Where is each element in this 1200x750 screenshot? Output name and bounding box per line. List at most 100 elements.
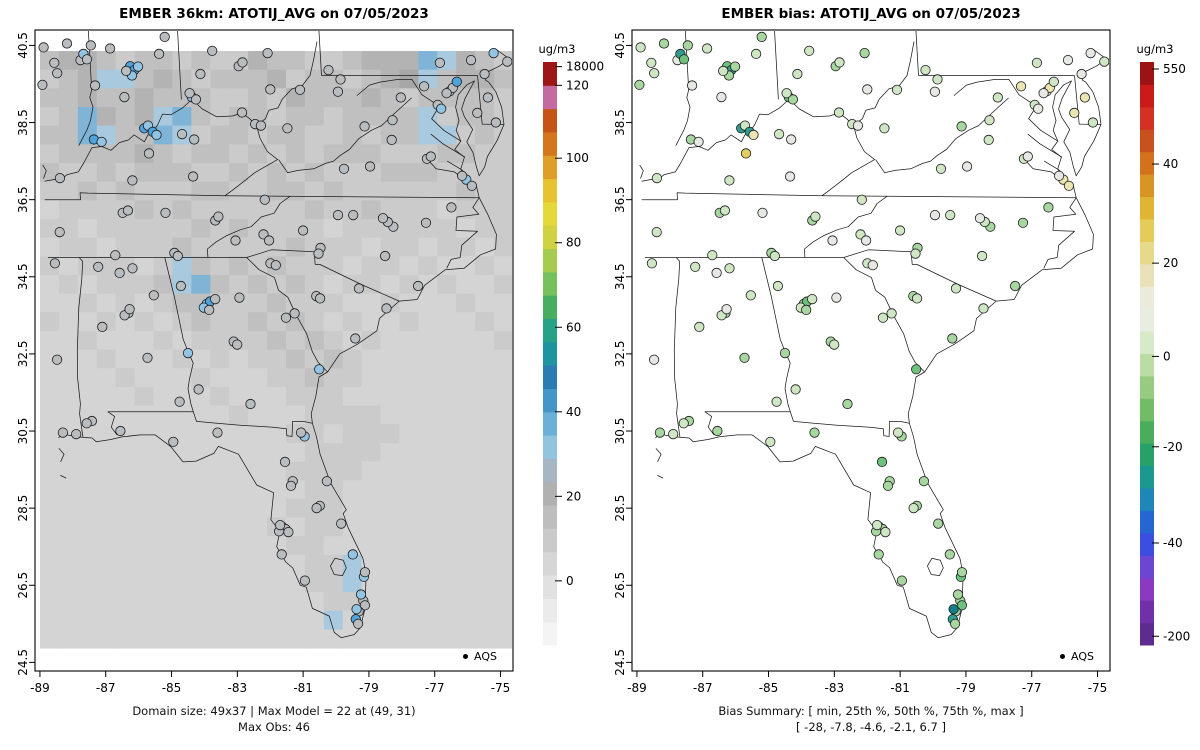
aqs-site-marker	[750, 48, 762, 60]
aqs-site-marker	[781, 88, 792, 99]
aqs-site-marker	[852, 120, 864, 131]
aqs-site-marker	[827, 235, 838, 246]
aqs-site-marker	[786, 134, 797, 145]
colorbar-tick-label: 100	[566, 151, 589, 165]
aqs-site-marker	[350, 333, 361, 344]
svg-text:26.5: 26.5	[16, 572, 30, 599]
aqs-site-marker	[114, 267, 125, 278]
svg-text:-83: -83	[825, 681, 845, 695]
aqs-site-marker	[772, 280, 784, 292]
aqs-site-marker	[876, 456, 888, 467]
aqs-site-marker	[127, 175, 138, 186]
aqs-site-marker	[274, 519, 286, 531]
aqs-site-marker	[142, 352, 153, 363]
aqs-site-marker	[174, 396, 185, 407]
aqs-site-marker	[765, 436, 776, 447]
aqs-site-marker	[336, 518, 347, 529]
aqs-site-marker	[314, 293, 326, 304]
aqs-site-marker	[658, 38, 670, 49]
aqs-site-marker	[908, 502, 919, 514]
colorbar-tick-label: 120	[566, 78, 589, 92]
svg-text:-89: -89	[30, 681, 50, 695]
aqs-site-marker	[933, 518, 944, 529]
aqs-site-marker	[719, 205, 731, 216]
aqs-site-marker	[646, 258, 658, 269]
aqs-site-marker	[295, 427, 307, 438]
svg-text:32.5: 32.5	[613, 341, 627, 368]
aqs-site-marker	[377, 213, 389, 224]
aqs-site-marker	[279, 456, 291, 467]
aqs-site-marker	[321, 476, 332, 487]
aqs-site-marker	[270, 260, 281, 271]
aqs-site-marker	[434, 57, 445, 68]
svg-text:38.5: 38.5	[613, 109, 627, 136]
aqs-site-marker	[323, 65, 334, 76]
aqs-site-marker	[351, 604, 362, 615]
legend-label: AQS	[1071, 650, 1094, 663]
aqs-site-marker	[646, 57, 657, 68]
aqs-site-marker	[873, 549, 884, 560]
aqs-site-marker	[359, 567, 371, 578]
aqs-site-marker	[294, 84, 306, 95]
aqs-site-marker	[355, 589, 367, 600]
aqs-site-marker	[740, 148, 752, 159]
aqs-site-marker	[190, 94, 201, 105]
aqs-site-marker	[648, 354, 660, 365]
aqs-site-marker	[948, 604, 959, 615]
aqs-site-marker	[757, 207, 768, 218]
aqs-site-marker	[285, 480, 297, 491]
aqs-site-marker	[690, 261, 701, 272]
aqs-site-marker	[189, 134, 200, 145]
svg-text:-81: -81	[890, 681, 910, 695]
aqs-site-marker	[892, 427, 904, 438]
svg-text:34.5: 34.5	[16, 263, 30, 290]
aqs-site-marker	[81, 418, 92, 429]
aqs-site-marker	[259, 194, 270, 205]
aqs-site-marker	[686, 80, 698, 91]
aqs-site-marker	[412, 280, 424, 292]
aqs-site-marker	[771, 396, 782, 407]
colorbar-tick-label: 0	[566, 574, 574, 588]
aqs-site-marker	[184, 88, 195, 99]
aqs-site-marker	[1062, 54, 1074, 66]
aqs-site-marker	[748, 129, 759, 140]
aqs-site-marker	[151, 129, 162, 140]
aqs-site-marker	[311, 502, 322, 514]
aqs-site-marker	[283, 526, 294, 538]
aqs-site-marker	[105, 43, 116, 54]
aqs-site-marker	[1009, 280, 1021, 292]
aqs-site-marker	[833, 107, 845, 118]
aqs-site-marker	[1048, 76, 1059, 87]
aqs-site-marker	[386, 134, 397, 145]
svg-text:28.5: 28.5	[16, 495, 30, 522]
aqs-site-marker	[502, 56, 512, 67]
aqs-site-marker	[52, 68, 63, 79]
aqs-site-marker	[121, 65, 132, 77]
aqs-site-marker	[332, 210, 344, 221]
aqs-site-marker	[193, 384, 204, 395]
svg-text:-83: -83	[228, 681, 248, 695]
aqs-site-marker	[724, 175, 735, 186]
aqs-site-marker	[297, 225, 309, 236]
aqs-site-marker	[983, 134, 994, 145]
aqs-site-marker	[1022, 151, 1033, 162]
aqs-site-marker	[859, 47, 870, 59]
aqs-site-marker	[263, 235, 275, 246]
aqs-site-marker	[945, 210, 956, 221]
colorbar-bias: 550 40 20 0 -20 -40 -200	[1140, 62, 1190, 646]
svg-text:-85: -85	[162, 681, 182, 695]
aqs-site-marker	[387, 115, 398, 126]
aqs-site-marker	[299, 575, 310, 586]
colorbar-tick-label: 40	[566, 405, 581, 419]
aqs-site-marker	[880, 526, 891, 538]
map-area-model	[37, 31, 512, 649]
aqs-site-marker	[877, 312, 889, 323]
aqs-site-marker	[61, 38, 73, 49]
aqs-site-marker	[773, 129, 785, 140]
aqs-site-marker	[867, 260, 878, 271]
aqs-site-marker	[472, 107, 483, 119]
svg-text:30.5: 30.5	[613, 418, 627, 445]
aqs-site-marker	[790, 384, 801, 395]
aqs-site-marker	[172, 250, 183, 262]
svg-text:36.5: 36.5	[613, 186, 627, 213]
